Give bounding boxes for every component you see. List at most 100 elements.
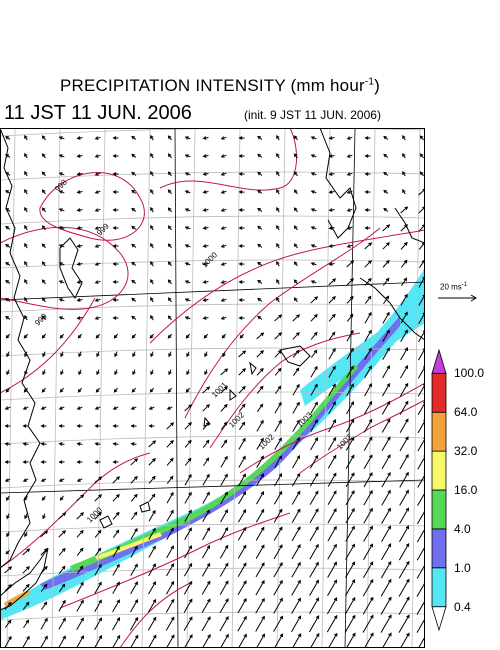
wind-arrow [24, 260, 28, 267]
wind-arrow [40, 442, 47, 446]
colorbar-under-triangle [431, 606, 447, 632]
wind-arrow [58, 298, 65, 302]
colorbar-level-label: 0.4 [454, 599, 471, 614]
graticule-longitude-line [231, 128, 241, 648]
wind-arrow [76, 298, 83, 302]
wind-arrow [274, 437, 282, 450]
wind-arrow [40, 478, 47, 482]
wind-arrow [293, 135, 298, 141]
wind-arrow [400, 329, 408, 343]
wind-arrow [309, 561, 319, 578]
wind-reference-arrow-icon [438, 294, 477, 302]
wind-arrow [309, 543, 319, 560]
wind-arrow [40, 635, 48, 648]
graticule-latitude-line [0, 215, 425, 225]
colorbar-segment [431, 567, 447, 608]
graticule-latitude-line [0, 435, 425, 445]
wind-arrow [257, 135, 263, 140]
wind-arrow [168, 369, 172, 376]
wind-arrow [167, 225, 172, 231]
wind-arrow [381, 525, 391, 542]
wind-arrow [399, 471, 409, 488]
wind-arrow [166, 527, 174, 540]
wind-arrow [328, 190, 335, 194]
wind-arrow [184, 208, 191, 212]
wind-arrow [292, 314, 301, 322]
wind-arrow [364, 365, 372, 379]
wind-arrow [381, 471, 391, 488]
wind-arrow [309, 454, 319, 469]
wind-arrow [167, 261, 172, 267]
wind-arrow [148, 458, 156, 466]
wind-arrow [112, 442, 119, 446]
wind-arrow [148, 406, 155, 410]
wind-arrow [419, 135, 424, 141]
wind-arrow [256, 473, 264, 487]
wind-arrow [202, 280, 209, 284]
wind-arrow [40, 406, 47, 410]
graticule-latitude-line [0, 523, 425, 533]
graticule-longitude-line [186, 128, 196, 648]
wind-arrow [256, 385, 264, 394]
wind-arrow [310, 154, 317, 158]
wind-reference: 20 ms-1 [432, 278, 482, 308]
wind-arrow [76, 599, 84, 612]
wind-arrow [310, 401, 318, 414]
wind-arrow [76, 565, 84, 574]
wind-arrow [166, 545, 174, 559]
wind-arrow [184, 262, 191, 266]
wind-arrow [131, 261, 137, 266]
wind-arrow [76, 460, 83, 464]
wind-arrow [24, 513, 28, 520]
wind-arrow [310, 383, 318, 396]
graticule-latitude-line [0, 347, 425, 357]
wind-arrow [58, 547, 66, 556]
wind-arrow [381, 418, 391, 433]
wind-arrow [309, 632, 320, 648]
wind-arrow [274, 332, 283, 340]
isobar-label: 1000 [200, 250, 219, 269]
wind-arrow [328, 296, 336, 304]
wind-arrow [310, 437, 319, 451]
wind-arrow [167, 171, 172, 177]
wind-arrow [346, 383, 354, 397]
wind-arrow [273, 579, 283, 596]
wind-arrow [399, 436, 409, 452]
wind-arrow [112, 190, 119, 194]
wind-arrow [237, 633, 247, 648]
wind-arrow [201, 562, 211, 577]
wind-arrow [4, 635, 12, 648]
wind-arrow [58, 617, 66, 630]
wind-arrow [309, 472, 319, 487]
wind-arrow [112, 545, 120, 558]
wind-arrow [42, 351, 46, 358]
wind-arrow [94, 226, 101, 230]
wind-arrow [327, 490, 337, 506]
wind-arrow [291, 472, 301, 487]
wind-arrow [220, 509, 228, 523]
wind-arrow [256, 437, 264, 450]
wind-arrow [112, 599, 120, 613]
graticule-longitude-line [141, 128, 151, 648]
wind-arrow [363, 632, 374, 648]
wind-arrow [76, 244, 83, 248]
wind-arrow [22, 442, 29, 446]
wind-arrow [202, 136, 209, 140]
wind-arrow [147, 598, 157, 613]
coastlines [0, 128, 425, 611]
wind-arrow [76, 208, 83, 212]
wind-arrow [417, 490, 425, 506]
wind-arrow [184, 527, 192, 541]
wind-arrow [166, 509, 174, 522]
title-text: PRECIPITATION INTENSITY (mm hour [59, 76, 365, 95]
wind-arrow [328, 154, 335, 158]
wind-arrow [364, 311, 372, 324]
wind-arrow [112, 424, 119, 428]
wind-arrow [276, 224, 280, 231]
wind-arrow [327, 525, 337, 542]
wind-arrow [113, 333, 119, 339]
wind-arrow [201, 580, 211, 595]
wind-arrow [183, 634, 193, 648]
wind-arrow [5, 243, 11, 248]
wind-arrow [41, 189, 46, 195]
